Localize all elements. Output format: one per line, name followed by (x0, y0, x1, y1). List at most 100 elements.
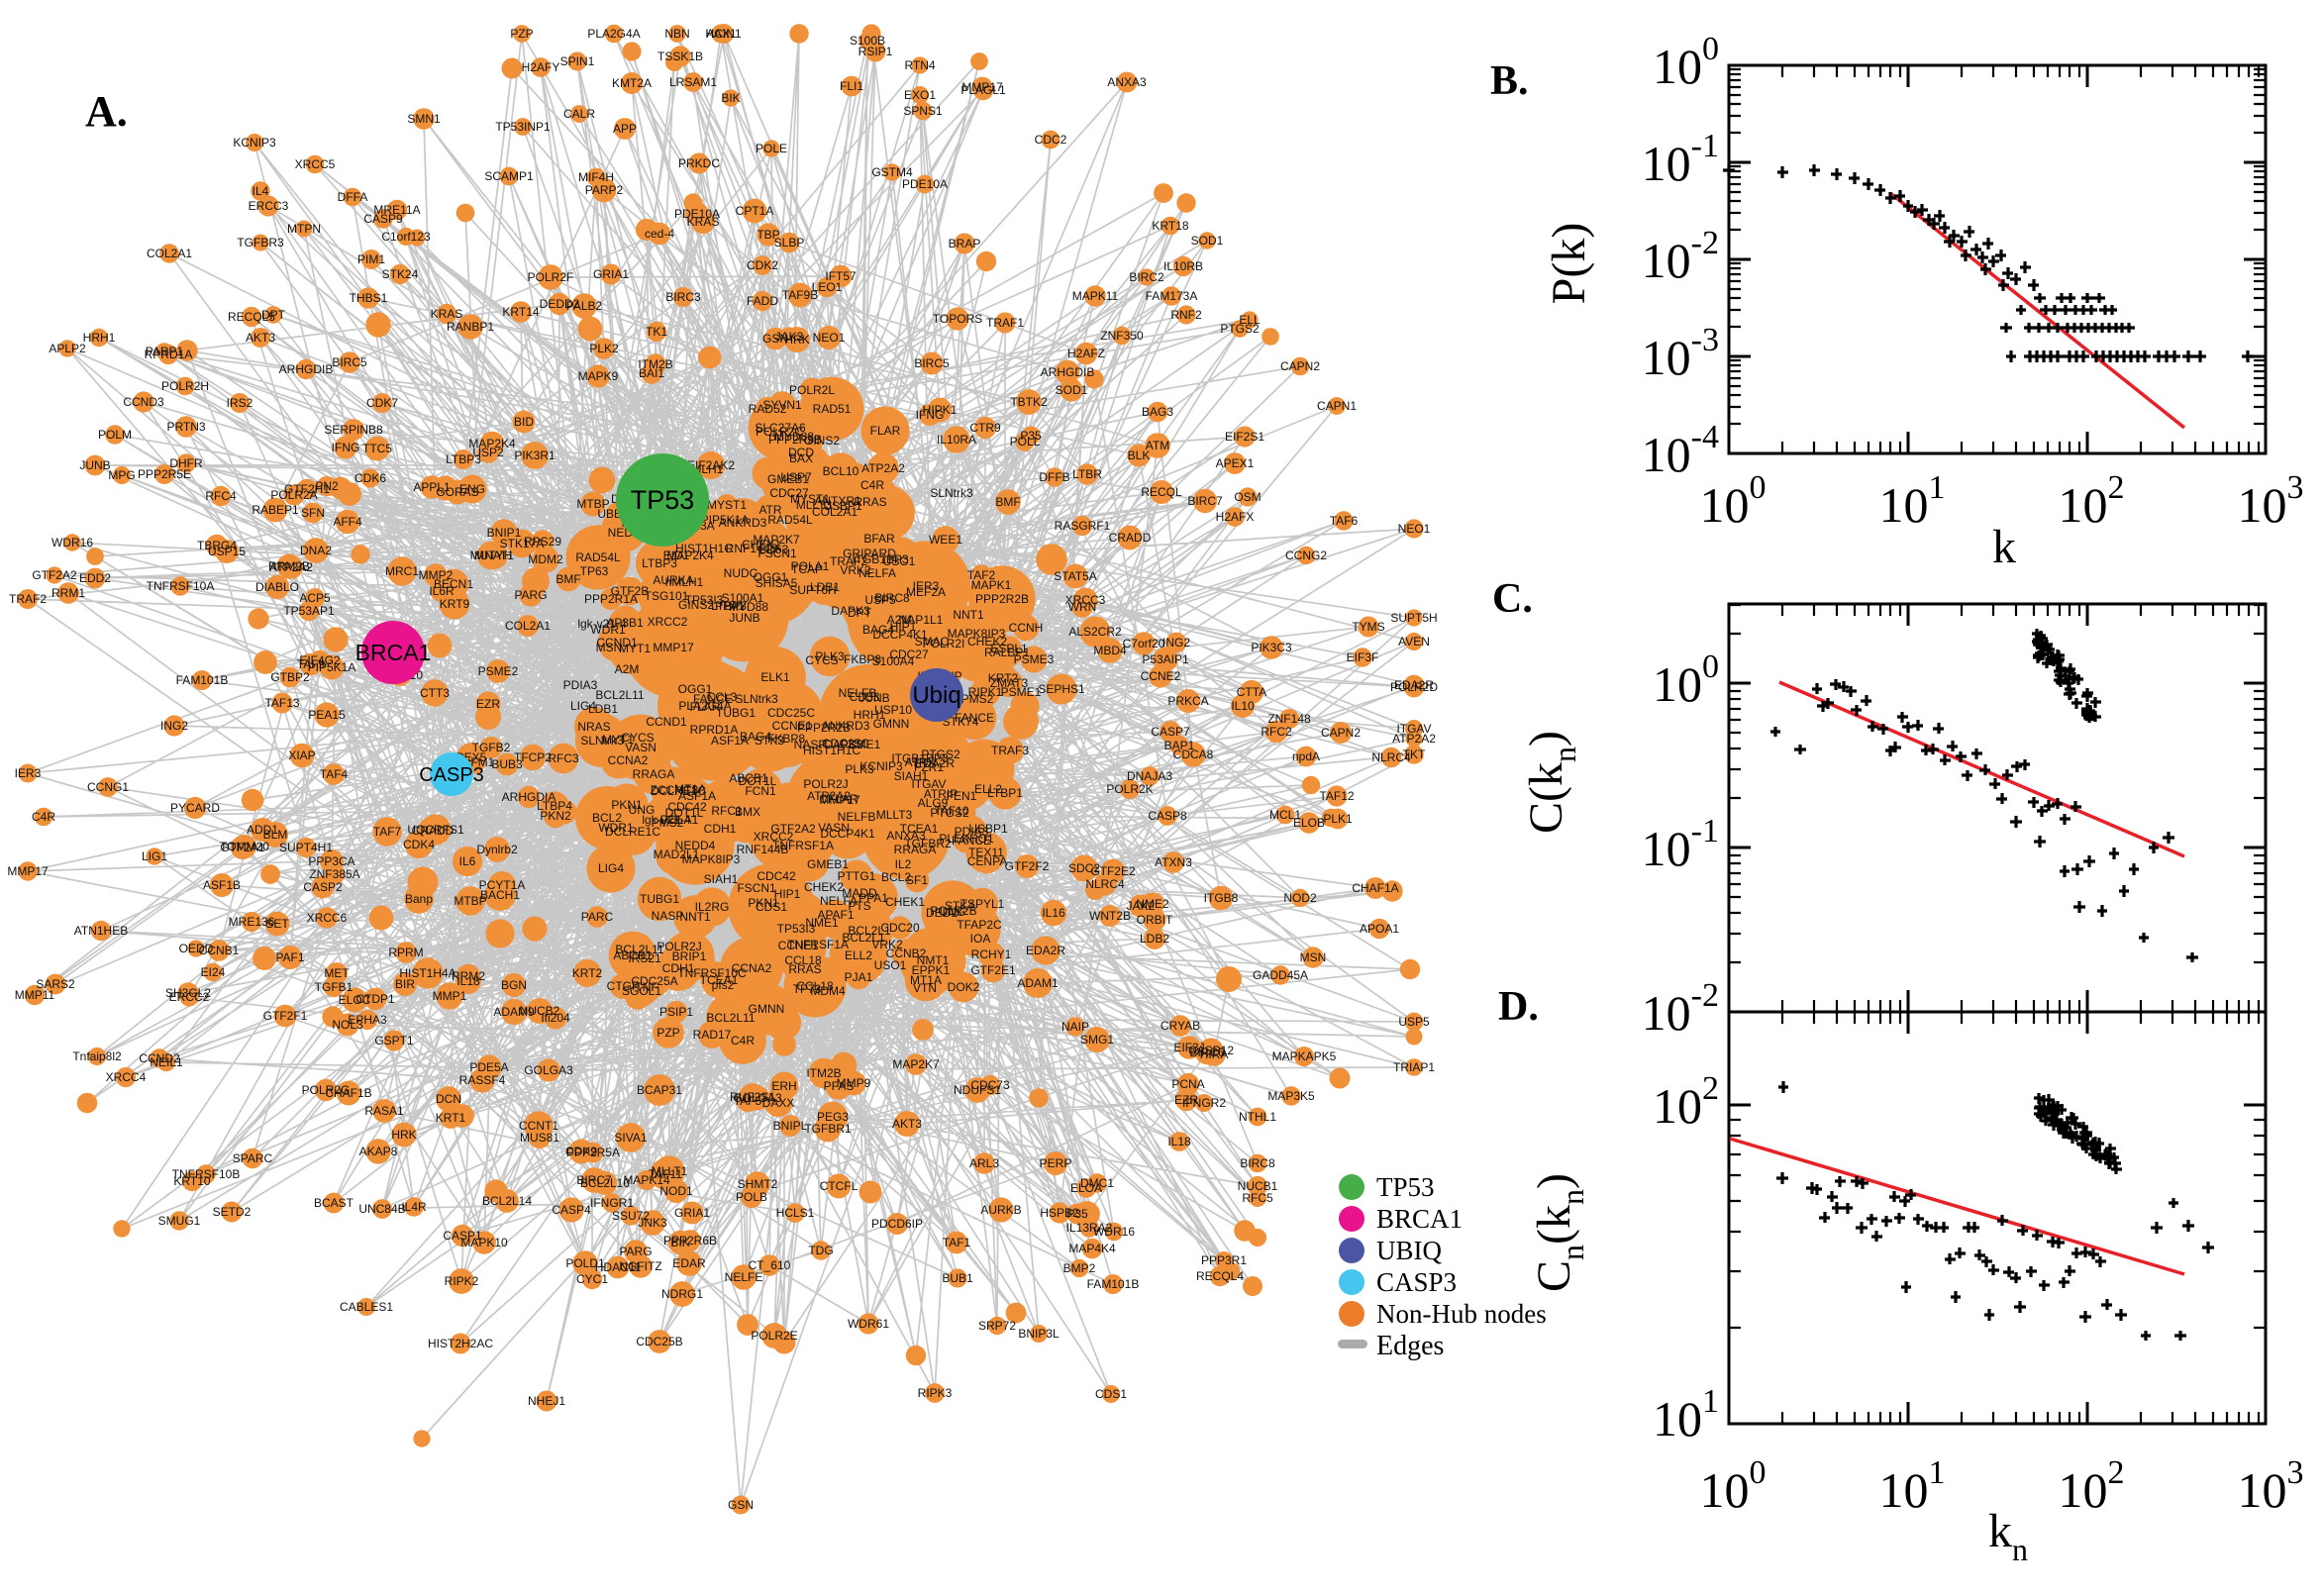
svg-text:WEE1: WEE1 (929, 533, 962, 547)
svg-text:MAPK14: MAPK14 (623, 1173, 670, 1187)
svg-text:CD53: CD53 (850, 690, 880, 704)
svg-text:DFFB: DFFB (1039, 470, 1069, 484)
svg-text:TP53I3: TP53I3 (685, 593, 724, 607)
svg-text:RAD17: RAD17 (693, 1028, 732, 1042)
svg-text:XRCC6: XRCC6 (307, 911, 348, 925)
svg-text:PLK3: PLK3 (815, 649, 845, 663)
svg-text:POLR2G: POLR2G (302, 1083, 351, 1097)
svg-text:EDA2R: EDA2R (1394, 678, 1434, 692)
svg-text:RRAGA: RRAGA (894, 843, 937, 856)
svg-text:BAG4: BAG4 (862, 623, 894, 637)
svg-text:HAX1: HAX1 (705, 27, 737, 41)
svg-text:TBP: TBP (757, 228, 779, 242)
svg-text:CRADD: CRADD (412, 824, 454, 838)
svg-text:CCNE1: CCNE1 (778, 939, 819, 952)
svg-text:STK24: STK24 (382, 267, 419, 281)
svg-text:PARP2: PARP2 (585, 183, 624, 197)
svg-text:BCL2L11: BCL2L11 (615, 943, 663, 956)
svg-text:BCL2: BCL2 (592, 811, 622, 825)
svg-text:CCNH: CCNH (1009, 621, 1044, 635)
svg-text:CCNT1: CCNT1 (519, 1119, 558, 1133)
svg-text:MAP2K7: MAP2K7 (892, 1057, 940, 1071)
svg-text:AKT3: AKT3 (246, 331, 275, 345)
svg-text:CYC1: CYC1 (576, 1272, 608, 1286)
svg-text:hMLH1: hMLH1 (665, 575, 704, 589)
svg-text:CDC73: CDC73 (970, 1078, 1010, 1092)
svg-text:ERH: ERH (771, 1079, 796, 1093)
svg-text:GMEB1: GMEB1 (767, 472, 809, 486)
svg-text:ELL2: ELL2 (845, 948, 872, 962)
svg-text:TBRG4: TBRG4 (197, 539, 237, 552)
svg-text:WDR16: WDR16 (1093, 1225, 1135, 1239)
svg-text:WDR61: WDR61 (848, 1317, 889, 1331)
svg-text:GINS2: GINS2 (678, 598, 714, 612)
svg-text:GORAS: GORAS (436, 485, 478, 499)
svg-text:Edges: Edges (1376, 1331, 1444, 1361)
svg-text:MMP11: MMP11 (15, 988, 55, 1002)
svg-text:BMF: BMF (556, 572, 580, 586)
svg-text:IL4R: IL4R (401, 1200, 427, 1214)
svg-text:PLA2G4A: PLA2G4A (678, 699, 731, 713)
svg-text:LTBP3: LTBP3 (711, 599, 747, 613)
svg-text:NGFITZ: NGFITZ (619, 1259, 661, 1273)
svg-text:FAM101B: FAM101B (176, 673, 229, 687)
svg-text:ING2: ING2 (160, 719, 188, 733)
svg-text:AP3B1: AP3B1 (606, 616, 644, 630)
svg-text:NME2: NME2 (1136, 897, 1169, 911)
svg-text:DAPK3: DAPK3 (831, 604, 870, 618)
svg-text:CALR: CALR (563, 107, 595, 121)
svg-text:NBN: NBN (664, 27, 689, 41)
svg-text:SLNtrk3: SLNtrk3 (735, 692, 778, 706)
svg-text:RRM2: RRM2 (452, 969, 485, 983)
svg-text:MAP2K7: MAP2K7 (753, 533, 800, 547)
svg-text:A2M: A2M (615, 662, 640, 676)
svg-text:RABEP1: RABEP1 (252, 503, 299, 517)
svg-text:BCL10: BCL10 (823, 464, 859, 478)
svg-text:POLA1: POLA1 (660, 813, 699, 827)
svg-text:CDC25B: CDC25B (636, 1335, 682, 1348)
svg-text:IFNGR2: IFNGR2 (1182, 1096, 1226, 1110)
svg-text:BCAST: BCAST (314, 1196, 354, 1210)
svg-text:TCEA1: TCEA1 (900, 822, 939, 836)
svg-text:NELFE: NELFE (725, 1270, 763, 1284)
svg-text:CENPA: CENPA (967, 854, 1007, 868)
svg-text:ALS2CR2: ALS2CR2 (1068, 625, 1122, 639)
svg-text:MTBP: MTBP (454, 894, 486, 908)
svg-text:WNT2B: WNT2B (1089, 909, 1131, 923)
svg-text:POLD1: POLD1 (565, 1256, 605, 1270)
svg-text:ERCC2: ERCC2 (169, 990, 210, 1004)
svg-text:CDC25C: CDC25C (822, 737, 869, 750)
svg-text:CHEK2: CHEK2 (804, 880, 844, 894)
svg-text:FZR1: FZR1 (914, 760, 944, 774)
svg-text:DCCP4K1: DCCP4K1 (820, 827, 875, 841)
svg-text:BAG3: BAG3 (1142, 405, 1173, 419)
svg-text:CTTA: CTTA (1237, 685, 1266, 699)
svg-text:TAF1: TAF1 (943, 1236, 971, 1249)
svg-text:MAP2K4: MAP2K4 (468, 437, 516, 450)
svg-text:AKAP8: AKAP8 (359, 1145, 398, 1158)
svg-text:PSME1: PSME1 (841, 738, 881, 751)
svg-text:SMG1: SMG1 (1080, 1033, 1114, 1047)
svg-text:AKT3: AKT3 (892, 1117, 922, 1131)
svg-text:PJA1: PJA1 (845, 970, 873, 984)
svg-text:PPP2R6B: PPP2R6B (663, 1234, 717, 1247)
svg-text:PIP5K1A: PIP5K1A (701, 513, 750, 527)
svg-text:DNAJA3: DNAJA3 (1127, 769, 1172, 783)
svg-text:RECQL5: RECQL5 (228, 310, 275, 324)
svg-text:LTBP1: LTBP1 (987, 786, 1023, 800)
svg-text:ELOC: ELOC (339, 993, 371, 1007)
svg-text:102: 102 (2059, 1454, 2125, 1518)
svg-text:BUB1: BUB1 (942, 1271, 973, 1285)
svg-text:GMNN: GMNN (873, 717, 910, 731)
svg-text:10-2: 10-2 (1642, 225, 1719, 288)
svg-text:HSPB2: HSPB2 (1040, 1206, 1079, 1220)
svg-text:RNF2: RNF2 (1170, 308, 1202, 322)
svg-text:PCNA: PCNA (1171, 1077, 1204, 1091)
svg-text:MMP1: MMP1 (433, 989, 467, 1003)
svg-text:ced-4: ced-4 (645, 227, 674, 241)
svg-text:PLK1: PLK1 (1323, 812, 1353, 826)
svg-text:PERP: PERP (1040, 1156, 1072, 1170)
svg-text:IRS21: IRS21 (628, 951, 661, 965)
svg-text:D.: D. (1498, 984, 1539, 1030)
svg-text:POLR2L: POLR2L (789, 383, 835, 397)
